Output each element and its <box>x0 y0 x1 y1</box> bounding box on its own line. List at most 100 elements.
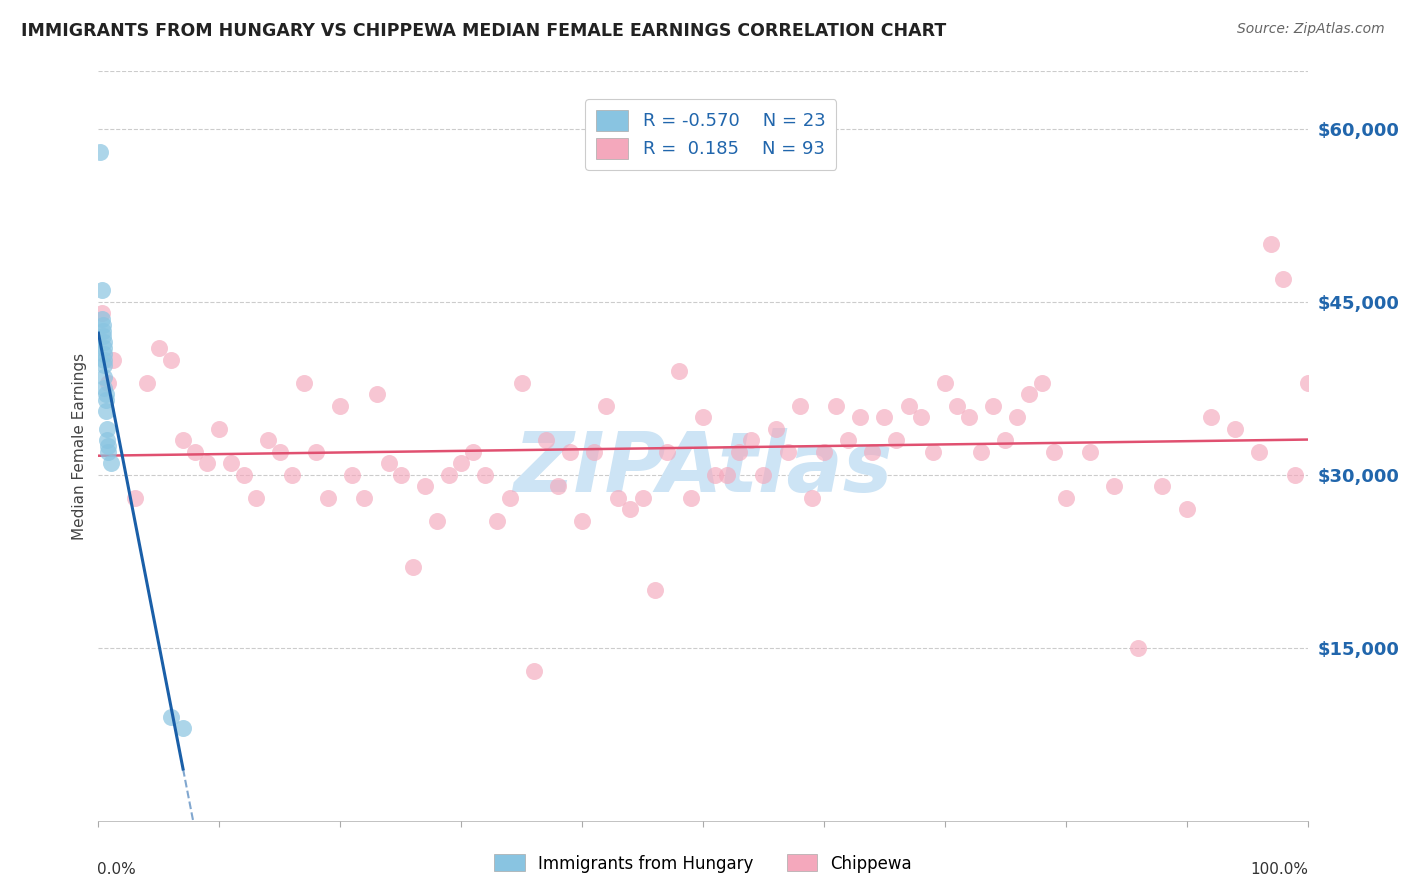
Point <box>91 318 114 332</box>
Point <box>94 404 117 418</box>
Point <box>1223 422 1246 436</box>
Point <box>486 514 509 528</box>
Point <box>1078 444 1101 458</box>
Point <box>402 560 425 574</box>
Point <box>558 444 581 458</box>
Point <box>93 335 115 350</box>
Point <box>1260 237 1282 252</box>
Point <box>474 467 496 482</box>
Point <box>765 422 787 436</box>
Point <box>316 491 339 505</box>
Point <box>837 434 859 448</box>
Point <box>957 410 980 425</box>
Point <box>292 376 315 390</box>
Point <box>342 467 364 482</box>
Point <box>704 467 727 482</box>
Point <box>607 491 630 505</box>
Point <box>91 324 114 338</box>
Point <box>825 399 848 413</box>
Point <box>184 444 207 458</box>
Point <box>946 399 969 413</box>
Point <box>800 491 823 505</box>
Point <box>413 479 436 493</box>
Point <box>97 444 120 458</box>
Point <box>1102 479 1125 493</box>
Point <box>571 514 593 528</box>
Point <box>93 381 115 395</box>
Point <box>124 491 146 505</box>
Point <box>752 467 775 482</box>
Point <box>1175 502 1198 516</box>
Point <box>728 444 751 458</box>
Point <box>510 376 533 390</box>
Point <box>692 410 714 425</box>
Point <box>221 456 243 470</box>
Y-axis label: Median Female Earnings: Median Female Earnings <box>72 352 87 540</box>
Point <box>849 410 872 425</box>
Point <box>1199 410 1222 425</box>
Point <box>160 352 183 367</box>
Text: 0.0%: 0.0% <box>97 862 136 877</box>
Point <box>232 467 254 482</box>
Point <box>96 422 118 436</box>
Point <box>91 284 114 298</box>
Point <box>160 710 183 724</box>
Point <box>583 444 606 458</box>
Point <box>873 410 896 425</box>
Point <box>1296 376 1319 390</box>
Point <box>1152 479 1174 493</box>
Point <box>91 306 114 320</box>
Point <box>281 467 304 482</box>
Point <box>94 387 117 401</box>
Point <box>921 444 943 458</box>
Text: ZIPAtlas: ZIPAtlas <box>513 428 893 509</box>
Point <box>172 722 194 736</box>
Legend: Immigrants from Hungary, Chippewa: Immigrants from Hungary, Chippewa <box>488 847 918 880</box>
Point <box>1284 467 1306 482</box>
Point <box>93 347 115 361</box>
Point <box>716 467 738 482</box>
Point <box>644 583 666 598</box>
Text: 100.0%: 100.0% <box>1251 862 1309 877</box>
Point <box>668 364 690 378</box>
Point <box>994 434 1017 448</box>
Point <box>93 359 115 373</box>
Text: Source: ZipAtlas.com: Source: ZipAtlas.com <box>1237 22 1385 37</box>
Point <box>631 491 654 505</box>
Point <box>366 387 388 401</box>
Point <box>93 369 115 384</box>
Point <box>353 491 375 505</box>
Point <box>172 434 194 448</box>
Point <box>1249 444 1271 458</box>
Point <box>463 444 485 458</box>
Point <box>679 491 702 505</box>
Point <box>981 399 1004 413</box>
Point <box>329 399 352 413</box>
Point <box>93 352 115 367</box>
Text: IMMIGRANTS FROM HUNGARY VS CHIPPEWA MEDIAN FEMALE EARNINGS CORRELATION CHART: IMMIGRANTS FROM HUNGARY VS CHIPPEWA MEDI… <box>21 22 946 40</box>
Point <box>1272 272 1295 286</box>
Point <box>389 467 412 482</box>
Point <box>148 341 170 355</box>
Point <box>91 312 114 326</box>
Point <box>93 341 115 355</box>
Point <box>934 376 956 390</box>
Point <box>195 456 218 470</box>
Point <box>897 399 920 413</box>
Point <box>789 399 811 413</box>
Point <box>534 434 557 448</box>
Point <box>100 456 122 470</box>
Point <box>523 664 546 678</box>
Point <box>96 434 118 448</box>
Point <box>1018 387 1040 401</box>
Point <box>256 434 278 448</box>
Point <box>655 444 678 458</box>
Point <box>305 444 328 458</box>
Point <box>269 444 291 458</box>
Point <box>1054 491 1077 505</box>
Point <box>776 444 799 458</box>
Legend: R = -0.570    N = 23, R =  0.185    N = 93: R = -0.570 N = 23, R = 0.185 N = 93 <box>585 99 837 169</box>
Point <box>97 376 120 390</box>
Point <box>1031 376 1053 390</box>
Point <box>450 456 472 470</box>
